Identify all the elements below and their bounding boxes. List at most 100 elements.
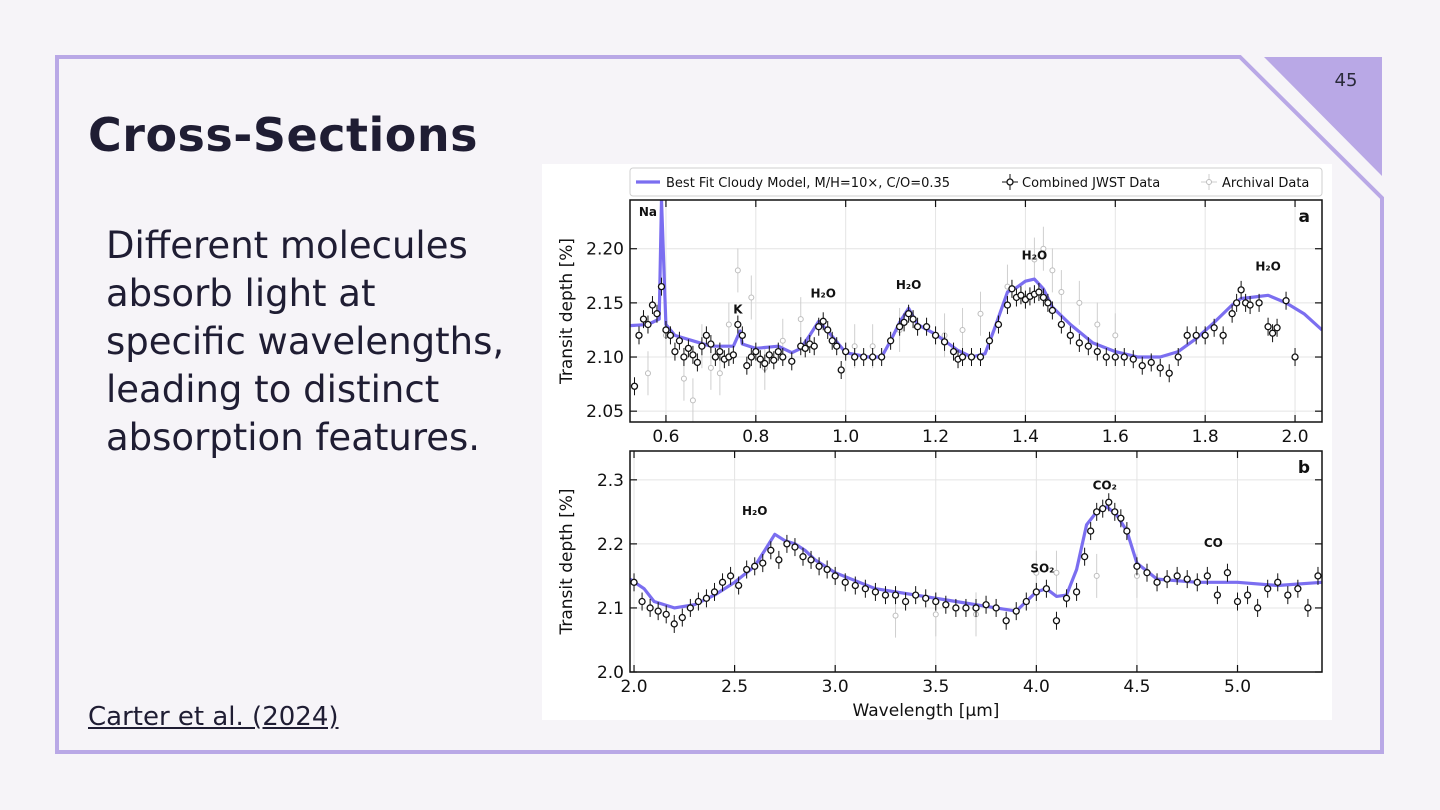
jwst-point <box>1183 575 1191 583</box>
jwst-point <box>1237 286 1245 294</box>
axes-frame <box>629 199 1323 423</box>
jwst-point <box>819 317 827 325</box>
figure-svg: 0.6 0.8 1.0 1.2 1.4 1.6 1.8 2.0 2.05 2.10 2.15 2.20… <box>557 167 1323 720</box>
jwst-point <box>904 310 913 318</box>
x-axis-title: Wavelength [μm] <box>853 701 1000 720</box>
archival-point <box>977 310 984 317</box>
jwst-point <box>702 331 711 340</box>
jwst-point <box>1129 355 1137 363</box>
jwst-point <box>743 362 751 370</box>
jwst-point <box>1035 288 1043 296</box>
body-text: Different molecules absorb light at spec… <box>106 224 505 459</box>
jwst-point <box>653 310 661 318</box>
jwst-point <box>1294 585 1302 593</box>
jwst-point <box>823 565 831 574</box>
jwst-point <box>861 585 870 593</box>
jwst-point <box>646 604 654 612</box>
archival-point <box>1049 267 1056 274</box>
jwst-point <box>1044 299 1052 307</box>
jwst-point <box>1183 331 1191 340</box>
jwst-point <box>666 331 675 340</box>
jwst-point <box>1032 588 1040 596</box>
jwst-point <box>1072 588 1081 596</box>
jwst-point <box>1233 597 1242 606</box>
jwst-point <box>1291 353 1299 361</box>
x-tick-label: 1.6 <box>1102 427 1129 447</box>
y-tick-label: 2.10 <box>586 348 624 368</box>
jwst-point <box>710 588 719 596</box>
jwst-point <box>702 594 711 602</box>
spectrum-figure: 0.6 0.8 1.0 1.2 1.4 1.6 1.8 2.0 2.05 2.10 2.15 2.20… <box>542 164 1332 720</box>
y-tick-label: 2.3 <box>597 471 624 491</box>
jwst-point <box>1099 505 1107 513</box>
jwst-point <box>638 597 646 606</box>
legend-jwst-swatch <box>1006 178 1014 186</box>
y-axis-title: Transit depth [%] <box>557 238 577 385</box>
jwst-point <box>851 353 859 361</box>
jwst-point <box>759 559 767 567</box>
legend: Best Fit Cloudy Model, M/H=10×, C/O=0.35… <box>629 167 1323 197</box>
jwst-point <box>635 331 643 340</box>
jwst-point <box>952 604 960 612</box>
jwst-point <box>654 607 662 615</box>
jwst-point <box>765 351 773 359</box>
x-tick-label: 4.5 <box>1123 677 1150 697</box>
jwst-point <box>1203 572 1211 580</box>
legend-box <box>629 167 1323 197</box>
molecule-label: CO <box>1204 536 1223 550</box>
jwst-point <box>982 601 990 609</box>
jwst-point <box>1111 353 1119 361</box>
jwst-point <box>976 353 985 361</box>
jwst-point <box>1314 572 1322 580</box>
jwst-point <box>958 353 967 361</box>
jwst-point <box>1174 353 1182 361</box>
archival-point <box>1033 569 1040 576</box>
x-tick-label: 2.0 <box>1282 427 1309 447</box>
jwst-point <box>967 353 976 361</box>
jwst-point <box>670 620 678 628</box>
jwst-point <box>881 591 890 599</box>
jwst-point <box>1264 585 1272 593</box>
jwst-point <box>1201 331 1209 340</box>
jwst-point <box>922 594 930 602</box>
y-tick-label: 2.0 <box>597 663 624 683</box>
archival-point <box>932 611 939 618</box>
jwst-point <box>1232 299 1241 307</box>
jwst-point <box>644 320 652 329</box>
archival-point <box>1094 321 1101 328</box>
slide-title: Cross-Sections <box>88 108 478 162</box>
jwst-point <box>1268 329 1277 337</box>
citation-link[interactable]: Carter et al. (2024) <box>88 702 339 732</box>
jwst-point <box>913 323 922 331</box>
plot-area <box>630 493 1322 638</box>
jwst-point <box>657 282 666 291</box>
slide-number: 45 <box>1334 70 1358 91</box>
jwst-point <box>833 342 841 350</box>
jwst-point <box>729 351 738 359</box>
jwst-point <box>1133 562 1141 570</box>
x-tick-label: 3.0 <box>822 677 849 697</box>
jwst-point <box>693 358 702 367</box>
molecule-label: H₂O <box>896 278 922 292</box>
jwst-point <box>684 344 693 353</box>
x-tick-label: 0.6 <box>652 427 679 447</box>
jwst-point <box>931 331 940 340</box>
jwst-point <box>1193 578 1201 586</box>
jwst-point <box>871 588 880 596</box>
jwst-point <box>1192 331 1200 340</box>
molecule-label: H₂O <box>1022 249 1047 263</box>
jwst-point <box>940 338 949 346</box>
jwst-point <box>1105 498 1113 506</box>
jwst-point <box>895 323 904 331</box>
jwst-point <box>718 578 727 586</box>
panel-letter: b <box>1298 458 1310 478</box>
jwst-point <box>891 591 900 599</box>
panel-a: 0.6 0.8 1.0 1.2 1.4 1.6 1.8 2.0 2.05 2.10 2.15 2.20… <box>557 199 1323 447</box>
jwst-point <box>1057 320 1066 329</box>
jwst-point <box>788 357 796 366</box>
jwst-point <box>1120 353 1128 361</box>
jwst-point <box>815 562 823 570</box>
jwst-point <box>1111 508 1119 516</box>
archival-point <box>797 316 804 323</box>
molecule-label: H₂O <box>1255 259 1281 273</box>
